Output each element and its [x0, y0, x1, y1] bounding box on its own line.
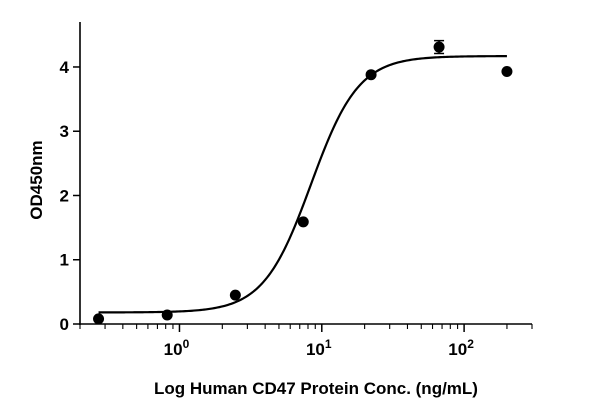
fit-layer: [98, 55, 507, 314]
data-points: [93, 39, 513, 325]
fit-curve: [98, 55, 507, 314]
data-point: [433, 41, 445, 53]
data-point: [93, 313, 105, 325]
data-point: [365, 69, 377, 81]
y-tick-label: 2: [60, 186, 69, 205]
y-tick-label: 1: [60, 251, 69, 270]
data-point: [297, 216, 309, 228]
y-tick-label: 4: [60, 58, 70, 77]
y-tick-label: 0: [60, 315, 69, 334]
x-tick-label: 102: [448, 337, 474, 359]
x-tick-label: 101: [306, 337, 332, 359]
data-point: [229, 289, 241, 301]
data-point: [501, 65, 513, 77]
y-axis-label: OD450nm: [27, 140, 46, 219]
x-tick-label: 100: [164, 337, 190, 359]
x-axis-label: Log Human CD47 Protein Conc. (ng/mL): [154, 379, 478, 398]
y-tick-label: 3: [60, 122, 69, 141]
axes: 0 1 2 3 4 100 101 102: [60, 22, 533, 359]
data-point: [161, 309, 173, 321]
